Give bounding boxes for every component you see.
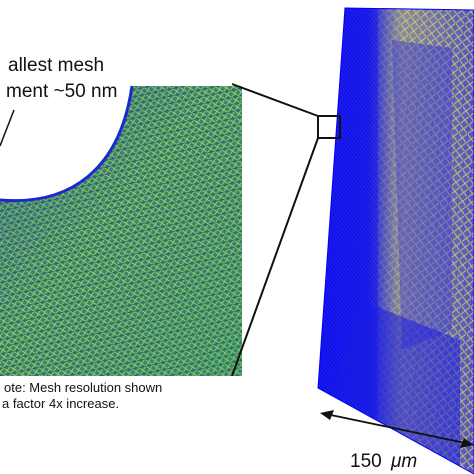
dimension-value: 150 [350,451,382,472]
mesh-label-line2: ment ~50 nm [6,81,117,102]
zoom-panel [0,85,242,376]
note-background [0,376,242,412]
note-line2: a factor 4x increase. [2,396,119,411]
connector-line-top [231,83,319,117]
block-outline [317,7,474,474]
connector-line-bottom [231,137,319,377]
dimension-label: 150 μm [350,451,417,472]
mesh-label-line1: allest mesh [8,55,104,76]
zoom-arc-edge [0,85,134,203]
block-mesh [318,8,474,474]
dimension-unit: μm [390,451,417,472]
note-line1: ote: Mesh resolution shown [4,380,162,395]
mesh-label-pointer [0,109,15,147]
dimension-arrow [320,410,474,448]
zoom-indicator-box [317,115,341,139]
